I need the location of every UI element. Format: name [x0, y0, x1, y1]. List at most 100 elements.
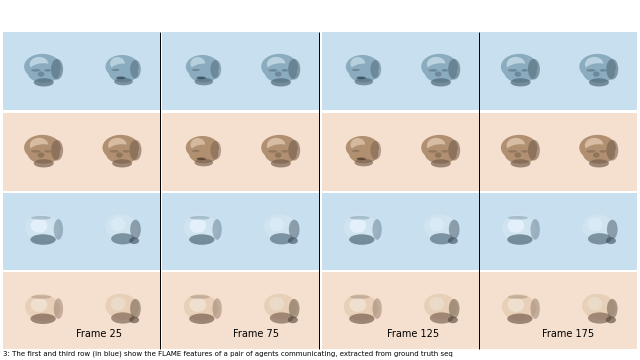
Text: Frame 25: Frame 25 [76, 329, 122, 339]
Ellipse shape [130, 60, 141, 78]
Ellipse shape [583, 63, 615, 83]
Ellipse shape [31, 234, 56, 245]
Ellipse shape [114, 78, 132, 85]
Ellipse shape [130, 220, 141, 239]
Ellipse shape [116, 153, 123, 158]
Ellipse shape [270, 312, 293, 324]
Ellipse shape [508, 69, 517, 72]
Ellipse shape [435, 153, 442, 158]
Ellipse shape [606, 140, 618, 161]
Ellipse shape [449, 220, 460, 239]
Ellipse shape [275, 72, 282, 77]
Ellipse shape [270, 233, 293, 244]
Ellipse shape [34, 159, 54, 167]
Ellipse shape [355, 159, 373, 166]
Ellipse shape [585, 138, 604, 153]
Ellipse shape [129, 237, 139, 244]
Ellipse shape [192, 69, 200, 71]
Ellipse shape [106, 215, 139, 240]
Ellipse shape [351, 138, 365, 151]
Ellipse shape [428, 69, 438, 72]
Ellipse shape [506, 138, 525, 153]
Ellipse shape [431, 159, 451, 167]
Ellipse shape [109, 150, 119, 153]
Ellipse shape [34, 78, 54, 86]
Ellipse shape [31, 150, 40, 153]
Ellipse shape [349, 145, 378, 163]
Ellipse shape [346, 136, 379, 159]
Ellipse shape [24, 54, 61, 79]
Ellipse shape [346, 55, 379, 78]
Ellipse shape [588, 218, 602, 231]
Ellipse shape [372, 219, 382, 240]
Ellipse shape [421, 135, 458, 160]
Ellipse shape [607, 299, 618, 318]
Ellipse shape [582, 215, 616, 240]
Ellipse shape [102, 135, 139, 160]
Ellipse shape [265, 63, 297, 83]
Ellipse shape [427, 138, 445, 153]
Ellipse shape [528, 140, 540, 161]
Ellipse shape [38, 153, 44, 158]
Ellipse shape [589, 78, 609, 86]
Ellipse shape [502, 215, 536, 242]
Ellipse shape [212, 219, 222, 240]
Ellipse shape [442, 150, 448, 153]
Ellipse shape [579, 135, 616, 160]
Ellipse shape [582, 294, 616, 320]
Ellipse shape [425, 144, 457, 164]
Ellipse shape [502, 294, 536, 321]
FancyBboxPatch shape [3, 193, 160, 270]
Ellipse shape [289, 299, 300, 318]
Ellipse shape [110, 57, 125, 70]
Ellipse shape [349, 234, 374, 245]
Ellipse shape [427, 57, 445, 72]
Ellipse shape [28, 144, 60, 164]
Ellipse shape [289, 220, 300, 239]
Ellipse shape [448, 316, 458, 323]
Ellipse shape [585, 57, 604, 72]
Ellipse shape [44, 150, 51, 153]
Ellipse shape [129, 140, 141, 161]
Ellipse shape [504, 144, 536, 164]
Ellipse shape [129, 316, 139, 323]
Ellipse shape [424, 215, 458, 240]
Ellipse shape [106, 294, 139, 320]
Ellipse shape [515, 153, 521, 158]
Ellipse shape [29, 57, 49, 72]
Ellipse shape [531, 298, 540, 319]
Ellipse shape [186, 55, 219, 78]
Ellipse shape [421, 54, 458, 79]
FancyBboxPatch shape [162, 193, 319, 270]
FancyBboxPatch shape [480, 193, 637, 270]
Ellipse shape [123, 150, 129, 153]
Ellipse shape [430, 312, 453, 324]
Ellipse shape [196, 77, 206, 79]
Ellipse shape [271, 78, 291, 86]
Ellipse shape [350, 295, 370, 299]
Ellipse shape [282, 150, 288, 153]
Ellipse shape [265, 144, 297, 164]
Ellipse shape [116, 77, 125, 79]
Ellipse shape [593, 72, 600, 77]
FancyBboxPatch shape [3, 272, 160, 349]
Ellipse shape [54, 219, 63, 240]
Ellipse shape [31, 295, 51, 299]
Ellipse shape [351, 57, 365, 70]
Ellipse shape [269, 218, 284, 231]
Ellipse shape [51, 59, 63, 80]
Ellipse shape [448, 59, 460, 80]
Ellipse shape [24, 135, 61, 160]
Ellipse shape [371, 60, 381, 78]
Ellipse shape [606, 59, 618, 80]
Ellipse shape [189, 64, 218, 82]
Ellipse shape [349, 298, 366, 312]
Ellipse shape [425, 63, 457, 83]
Ellipse shape [267, 138, 285, 153]
Ellipse shape [355, 78, 373, 85]
Ellipse shape [606, 316, 616, 323]
Ellipse shape [268, 150, 278, 153]
Ellipse shape [600, 150, 606, 153]
Ellipse shape [190, 216, 210, 220]
Ellipse shape [44, 69, 51, 72]
